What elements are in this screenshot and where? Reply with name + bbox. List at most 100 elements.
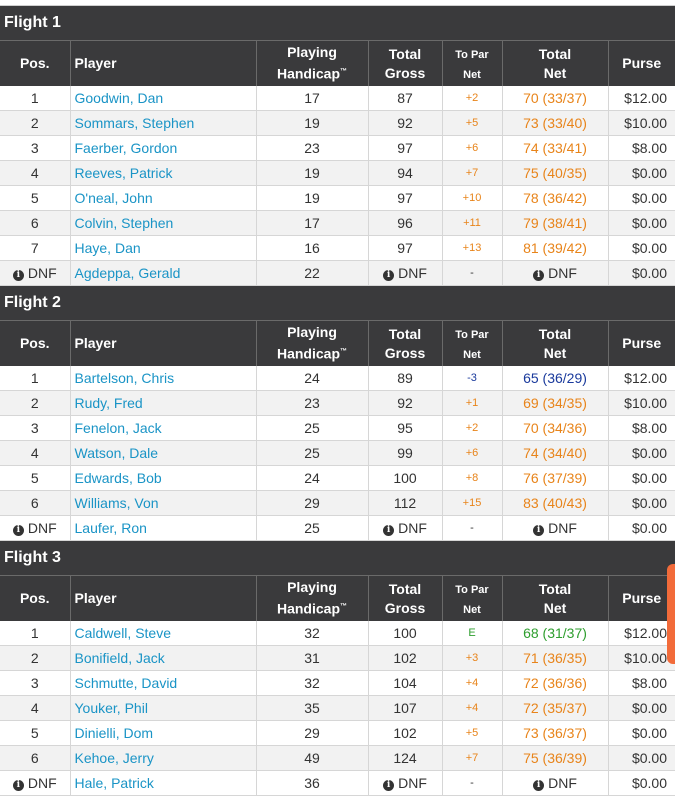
- pos-cell: i DNF: [0, 515, 70, 541]
- player-link[interactable]: Colvin, Stephen: [69, 210, 256, 236]
- purse-cell: $0.00: [607, 465, 675, 491]
- col-gross-header[interactable]: Total Gross: [367, 40, 442, 86]
- table-row: 5 Dinielli, Dom 29 102 +5 73 (36/37) $0.00: [0, 720, 675, 746]
- col-pos-header[interactable]: Pos.: [0, 320, 70, 366]
- net-cell: i DNF: [501, 515, 608, 541]
- player-link[interactable]: Hale, Patrick: [69, 770, 256, 796]
- handicap-cell: 31: [255, 645, 368, 671]
- net-cell: 72 (35/37): [501, 695, 608, 721]
- topar-cell: +5: [441, 720, 502, 746]
- handicap-cell: 19: [255, 110, 368, 136]
- info-circle-icon[interactable]: i: [533, 270, 545, 281]
- flight-section: Flight 3 Pos. Player Playing Handicap™ Total G…: [0, 541, 675, 796]
- col-gross-header[interactable]: Total Gross: [367, 575, 442, 621]
- player-link[interactable]: O'neal, John: [69, 185, 256, 211]
- topar-cell: -: [441, 515, 502, 541]
- col-topar-header[interactable]: To Par Net: [441, 320, 502, 366]
- col-handicap-header[interactable]: Playing Handicap™: [255, 40, 368, 86]
- flight-section: Flight 1 Pos. Player Playing Handicap™ Total G…: [0, 6, 675, 286]
- pos-cell: 4: [0, 440, 70, 466]
- gross-cell: 102: [367, 645, 442, 671]
- net-cell: 73 (36/37): [501, 720, 608, 746]
- player-link[interactable]: Rudy, Fred: [69, 390, 256, 416]
- info-circle-icon[interactable]: i: [383, 270, 395, 281]
- purse-cell: $0.00: [607, 720, 675, 746]
- info-circle-icon[interactable]: i: [12, 780, 24, 791]
- player-link[interactable]: Youker, Phil: [69, 695, 256, 721]
- col-net-header[interactable]: Total Net: [501, 575, 608, 621]
- topar-cell: +5: [441, 110, 502, 136]
- gross-cell: i DNF: [367, 770, 442, 796]
- table-row: 7 Haye, Dan 16 97 +13 81 (39/42) $0.00: [0, 235, 675, 261]
- pos-cell: 7: [0, 235, 70, 261]
- col-player-header[interactable]: Player: [69, 40, 256, 86]
- col-net-header[interactable]: Total Net: [501, 40, 608, 86]
- gross-cell: 99: [367, 440, 442, 466]
- player-link[interactable]: Edwards, Bob: [69, 465, 256, 491]
- col-topar-header[interactable]: To Par Net: [441, 575, 502, 621]
- table-row: 4 Reeves, Patrick 19 94 +7 75 (40/35) $0.00: [0, 160, 675, 186]
- handicap-cell: 25: [255, 440, 368, 466]
- purse-cell: $12.00: [607, 366, 675, 391]
- table-row: i DNF Agdeppa, Gerald 22 i DNF - i DNF $0.00: [0, 260, 675, 286]
- col-player-header[interactable]: Player: [69, 575, 256, 621]
- player-link[interactable]: Agdeppa, Gerald: [69, 260, 256, 286]
- feedback-side-tab[interactable]: [667, 564, 675, 664]
- results-table: Pos. Player Playing Handicap™ Total Gross To P…: [0, 320, 675, 541]
- table-row: i DNF Laufer, Ron 25 i DNF - i DNF $0.00: [0, 515, 675, 541]
- topar-cell: +4: [441, 670, 502, 696]
- info-circle-icon[interactable]: i: [533, 525, 545, 536]
- topar-cell: -3: [441, 366, 502, 391]
- table-row: 5 Edwards, Bob 24 100 +8 76 (37/39) $0.00: [0, 465, 675, 491]
- player-link[interactable]: Faerber, Gordon: [69, 135, 256, 161]
- info-circle-icon[interactable]: i: [383, 780, 395, 791]
- pos-cell: i DNF: [0, 770, 70, 796]
- pos-cell: 6: [0, 490, 70, 516]
- col-pos-header[interactable]: Pos.: [0, 40, 70, 86]
- col-handicap-header[interactable]: Playing Handicap™: [255, 575, 368, 621]
- col-handicap-header[interactable]: Playing Handicap™: [255, 320, 368, 366]
- info-circle-icon[interactable]: i: [383, 525, 395, 536]
- topar-cell: +7: [441, 160, 502, 186]
- player-link[interactable]: Caldwell, Steve: [69, 621, 256, 646]
- player-link[interactable]: Bartelson, Chris: [69, 366, 256, 391]
- handicap-cell: 36: [255, 770, 368, 796]
- info-circle-icon[interactable]: i: [12, 270, 24, 281]
- purse-cell: $0.00: [607, 695, 675, 721]
- player-link[interactable]: Reeves, Patrick: [69, 160, 256, 186]
- player-link[interactable]: Watson, Dale: [69, 440, 256, 466]
- player-link[interactable]: Schmutte, David: [69, 670, 256, 696]
- col-purse-header[interactable]: Purse: [607, 40, 675, 86]
- table-row: 4 Youker, Phil 35 107 +4 72 (35/37) $0.00: [0, 695, 675, 721]
- player-link[interactable]: Haye, Dan: [69, 235, 256, 261]
- player-link[interactable]: Dinielli, Dom: [69, 720, 256, 746]
- purse-cell: $8.00: [607, 135, 675, 161]
- player-link[interactable]: Kehoe, Jerry: [69, 745, 256, 771]
- col-net-header[interactable]: Total Net: [501, 320, 608, 366]
- col-gross-header[interactable]: Total Gross: [367, 320, 442, 366]
- col-purse-header[interactable]: Purse: [607, 575, 675, 621]
- col-player-header[interactable]: Player: [69, 320, 256, 366]
- flight-title: Flight 2: [0, 286, 675, 320]
- player-link[interactable]: Laufer, Ron: [69, 515, 256, 541]
- player-link[interactable]: Fenelon, Jack: [69, 415, 256, 441]
- player-link[interactable]: Bonifield, Jack: [69, 645, 256, 671]
- net-cell: 71 (36/35): [501, 645, 608, 671]
- info-circle-icon[interactable]: i: [12, 525, 24, 536]
- net-cell: 70 (33/37): [501, 86, 608, 111]
- handicap-cell: 19: [255, 160, 368, 186]
- col-purse-header[interactable]: Purse: [607, 320, 675, 366]
- info-circle-icon[interactable]: i: [533, 780, 545, 791]
- col-pos-header[interactable]: Pos.: [0, 575, 70, 621]
- table-header-row: Pos. Player Playing Handicap™ Total Gross To P…: [0, 320, 675, 366]
- player-link[interactable]: Williams, Von: [69, 490, 256, 516]
- handicap-cell: 25: [255, 415, 368, 441]
- col-topar-header[interactable]: To Par Net: [441, 40, 502, 86]
- player-link[interactable]: Goodwin, Dan: [69, 86, 256, 111]
- player-link[interactable]: Sommars, Stephen: [69, 110, 256, 136]
- handicap-cell: 16: [255, 235, 368, 261]
- pos-cell: 6: [0, 745, 70, 771]
- pos-cell: 4: [0, 160, 70, 186]
- net-cell: 81 (39/42): [501, 235, 608, 261]
- pos-cell: 3: [0, 135, 70, 161]
